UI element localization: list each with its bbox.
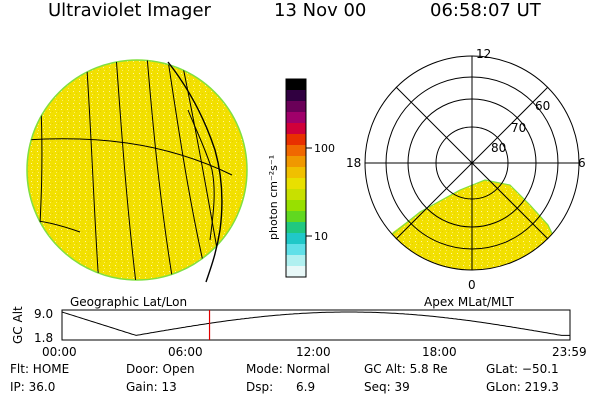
colorbar-segment [286, 255, 306, 267]
colorbar-unit-label: photon cm⁻²s⁻¹ [267, 155, 280, 240]
sequence-value: Seq: 39 [364, 380, 410, 394]
earth-disk [26, 59, 248, 281]
lat-label-80: 80 [491, 141, 506, 155]
polar-panel-label: Apex MLat/MLT [424, 295, 514, 309]
lat-label-70: 70 [511, 121, 526, 135]
gain-value: Gain: 13 [126, 380, 177, 394]
colorbar-segment [286, 233, 306, 245]
dsp-value: 6.9 [296, 380, 316, 394]
mlt-label-12: 12 [476, 47, 491, 61]
xtick-1200: 12:00 [296, 345, 331, 359]
altitude-plot: GC Alt 9.0 1.8 00:00 06:00 12:00 18:00 2… [11, 306, 587, 359]
xtick-2359: 23:59 [552, 345, 587, 359]
geo-latitude: GLat: −50.1 [486, 362, 559, 376]
colorbar-segment [286, 123, 306, 135]
mode-status: Mode: Normal [246, 362, 330, 376]
colorbar-segment [286, 167, 306, 179]
colorbar-segment [286, 145, 306, 157]
altitude-ytick-max: 9.0 [34, 307, 53, 321]
flight-status: Flt: HOME [10, 362, 70, 376]
altitude-ylabel: GC Alt [11, 306, 25, 344]
geographic-panel-label: Geographic Lat/Lon [70, 295, 187, 309]
dsp-label: Dsp: [246, 380, 274, 394]
colorbar-tick-100: 100 [314, 142, 335, 155]
instrument-title: Ultraviolet Imager [48, 0, 211, 21]
xtick-0000: 00:00 [42, 345, 77, 359]
mlt-label-0: 0 [468, 278, 476, 292]
colorbar-segment [286, 79, 306, 91]
colorbar-segment [286, 90, 306, 102]
coastline-detail [187, 109, 215, 241]
xtick-1800: 18:00 [422, 345, 457, 359]
altitude-ytick-min: 1.8 [34, 331, 53, 345]
colorbar-tick-10: 10 [314, 230, 328, 243]
colorbar-segment [286, 189, 306, 201]
coastline [167, 61, 223, 283]
colorbar-segment [286, 101, 306, 113]
header: Ultraviolet Imager 13 Nov 00 06:58:07 UT [0, 0, 600, 26]
colorbar-segment [286, 156, 306, 168]
polar-diagonal-2 [395, 86, 549, 240]
colorbar-segment [286, 244, 306, 256]
colorbar-segment [286, 112, 306, 124]
time-label: 06:58:07 UT [430, 0, 541, 21]
colorbar-segment [286, 266, 306, 278]
colorbar-frame [285, 78, 307, 278]
lat-label-60: 60 [535, 99, 550, 113]
geo-longitude: GLon: 219.3 [486, 380, 559, 394]
mlt-label-6: 6 [578, 156, 586, 170]
colorbar-segment [286, 200, 306, 212]
colorbar-segment [286, 211, 306, 223]
gc-altitude: GC Alt: 5.8 Re [364, 362, 448, 376]
xtick-0600: 06:00 [168, 345, 203, 359]
mlt-label-18: 18 [346, 156, 361, 170]
colorbar [286, 79, 306, 278]
colorbar-segment [286, 222, 306, 234]
polar-plot: 12 18 6 0 60 70 80 [346, 47, 586, 292]
ip-value: IP: 36.0 [10, 380, 56, 394]
colorbar-segment [286, 178, 306, 190]
altitude-curve [61, 311, 570, 336]
altitude-frame [61, 309, 571, 341]
colorbar-segment [286, 134, 306, 146]
door-status: Door: Open [126, 362, 195, 376]
date-label: 13 Nov 00 [274, 0, 367, 21]
geographic-image [26, 59, 248, 283]
